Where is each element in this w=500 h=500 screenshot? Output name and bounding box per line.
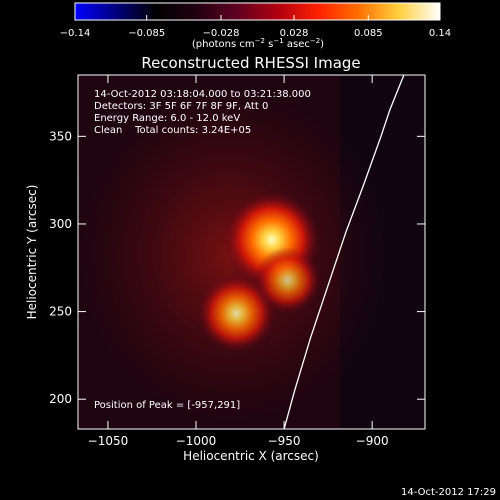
colorbar-tick-label: −0.085 (128, 28, 165, 39)
axis-ticks: −1050 −1000 −950 −900 200 250 300 350 (49, 75, 425, 448)
colorbar-tick-label: 0.14 (429, 28, 451, 39)
y-tick-label: 250 (49, 305, 72, 319)
info-line-detectors: Detectors: 3F 5F 6F 7F 8F 9F, Att 0 (94, 101, 268, 112)
y-tick-label: 350 (49, 129, 72, 143)
x-axis-label: Heliocentric X (arcsec) (183, 449, 319, 463)
flare-sources (197, 191, 321, 353)
solar-limb (283, 75, 405, 429)
x-tick-label: −1050 (88, 434, 129, 448)
info-line-energy: Energy Range: 6.0 - 12.0 keV (94, 113, 240, 124)
info-line-counts: Clean Total counts: 3.24E+05 (94, 125, 251, 136)
chart-title: Reconstructed RHESSI Image (141, 54, 360, 72)
flare-source-2 (197, 274, 276, 353)
image-area (78, 75, 425, 429)
peak-position-label: Position of Peak = [-957,291] (94, 400, 240, 411)
colorbar-tick-label: 0.028 (280, 28, 309, 39)
y-axis-label: Heliocentric Y (arcsec) (25, 185, 39, 320)
colorbar-tick-label: −0.14 (60, 28, 91, 39)
x-tick-label: −1000 (176, 434, 217, 448)
colorbar-units: (photons cm−2 s−1 asec−2) (192, 37, 324, 50)
x-tick-label: −950 (268, 434, 301, 448)
y-tick-label: 300 (49, 217, 72, 231)
y-tick-label: 200 (49, 392, 72, 406)
x-tick-label: −900 (356, 434, 389, 448)
info-line-time: 14-Oct-2012 03:18:04.000 to 03:21:38.000 (94, 89, 311, 100)
plot-frame (77, 74, 426, 430)
timestamp: 14-Oct-2012 17:29 (401, 487, 496, 498)
info-block: 14-Oct-2012 03:18:04.000 to 03:21:38.000… (94, 89, 311, 136)
colorbar (74, 2, 441, 21)
colorbar-ticks: −0.14 −0.085 −0.028 0.028 0.085 0.14 (60, 15, 451, 39)
colorbar-tick-label: −0.028 (202, 28, 239, 39)
colorbar-tick-label: 0.085 (354, 28, 383, 39)
flare-source-3 (254, 246, 321, 314)
